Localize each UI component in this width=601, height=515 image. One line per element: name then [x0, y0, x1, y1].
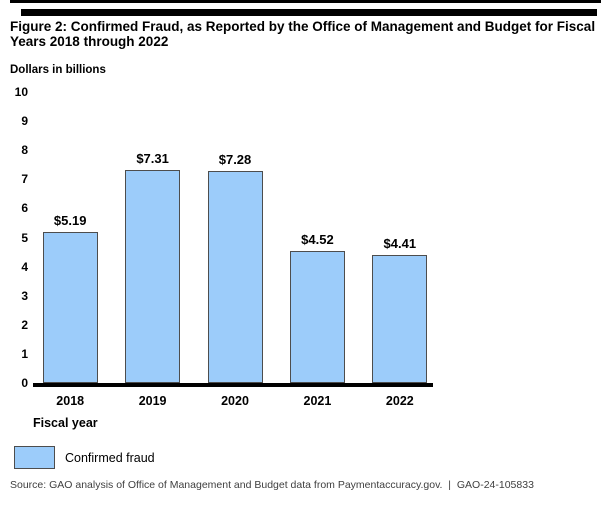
y-tick-label: 5: [21, 230, 28, 245]
y-tick-label: 3: [21, 288, 28, 303]
x-tick-label: 2021: [303, 394, 332, 408]
y-tick-label: 2: [21, 317, 28, 332]
bar: [125, 170, 181, 383]
y-tick-label: 4: [21, 259, 28, 274]
top-rule-thin: [10, 0, 601, 3]
x-tick-label: 2019: [138, 394, 167, 408]
y-tick-label: 1: [21, 346, 28, 361]
bar-slot: $7.31: [111, 92, 193, 383]
bar-value-label: $7.28: [218, 152, 252, 168]
legend-swatch: [14, 446, 55, 469]
bar-value-label: $4.52: [301, 232, 334, 248]
bar: [207, 171, 263, 383]
bar: [289, 251, 345, 383]
figure-title: Figure 2: Confirmed Fraud, as Reported b…: [10, 19, 596, 49]
x-axis-tick-labels: 2018 2019 2020 2021 2022: [29, 394, 441, 408]
plot-area: $5.19 $7.31 $7.28 $4.52 $4.41: [29, 92, 441, 383]
x-tick-label: 2018: [56, 394, 85, 408]
bar: [372, 254, 428, 383]
top-rule-thick: [21, 9, 597, 16]
legend: Confirmed fraud: [14, 446, 155, 469]
x-axis-baseline: [33, 383, 433, 387]
y-tick-label: 9: [21, 114, 28, 129]
bar: [42, 231, 98, 383]
bar-slot: $4.41: [359, 92, 441, 383]
bar-value-label: $7.31: [136, 151, 169, 167]
y-tick-label: 8: [21, 143, 28, 158]
y-axis-title: Dollars in billions: [10, 64, 106, 76]
bar-value-label: $4.41: [383, 235, 417, 251]
y-axis-tick-labels: 10 9 8 7 6 5 4 3 2 1 0: [8, 86, 28, 389]
y-tick-label: 0: [21, 376, 28, 390]
x-axis-title: Fiscal year: [33, 416, 98, 430]
bar-value-label: $5.19: [53, 212, 87, 228]
y-tick-label: 7: [21, 172, 28, 187]
source-note: Source: GAO analysis of Office of Manage…: [10, 479, 534, 491]
legend-label: Confirmed fraud: [65, 450, 155, 465]
x-tick-label: 2020: [221, 394, 249, 408]
x-tick-label: 2022: [385, 394, 414, 408]
y-tick-label: 6: [21, 201, 28, 216]
bar-slot: $5.19: [29, 92, 111, 383]
bar-slot: $4.52: [276, 92, 358, 383]
bar-slot: $7.28: [194, 92, 276, 383]
y-tick-label: 10: [14, 85, 28, 99]
